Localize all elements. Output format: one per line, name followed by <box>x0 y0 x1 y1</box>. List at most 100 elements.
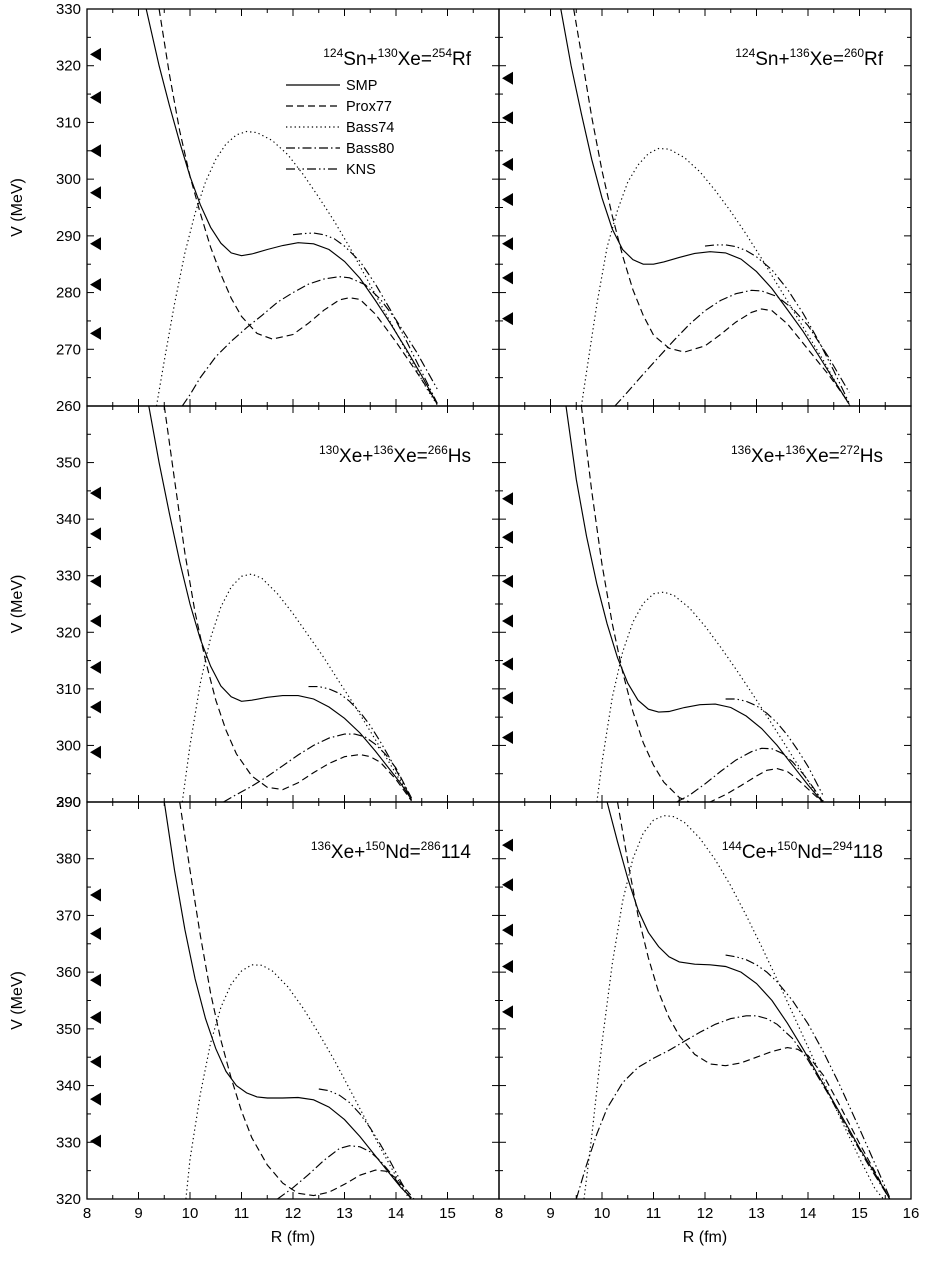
chart-5-x-tick-label: 15 <box>439 1205 456 1222</box>
chart-5-marker-triangle <box>90 888 101 902</box>
chart-5-x-tick-label: 12 <box>285 1205 302 1222</box>
chart-3-marker-triangle <box>90 614 101 628</box>
chart-3-series-dashdot-line <box>223 733 413 802</box>
chart-1-series-kns-line <box>292 232 438 404</box>
chart-4-series-dashdot-line <box>676 747 824 802</box>
chart-5-y-tick-label: 360 <box>56 964 81 981</box>
chart-1-marker-triangle <box>90 90 101 104</box>
chart-1-marker-triangle <box>90 186 101 200</box>
chart-3-marker-triangle <box>90 660 101 674</box>
chart-3-y-axis-title: V (MeV) <box>9 575 26 634</box>
chart-5-marker-triangle <box>90 1011 101 1025</box>
legend-label-prox77: Prox77 <box>346 99 392 115</box>
chart-1-y-tick-label: 260 <box>56 398 81 415</box>
chart-5: 320 330 340 350 360 370 380 390 V (MeV) 8 9 10 11 12 1… <box>9 794 500 1246</box>
chart-1-y-tick-label: 310 <box>56 114 81 131</box>
chart-5-series-solid-line <box>163 802 412 1199</box>
chart-5-y-tick-label: 330 <box>56 1134 81 1151</box>
chart-2-series-dashdotdot-line <box>704 244 850 404</box>
chart-1-y-axis-title: V (MeV) <box>9 178 26 237</box>
chart-2-marker-triangle <box>502 237 513 251</box>
chart-2-series-dashed-line <box>573 9 850 404</box>
chart-2: 124Sn+136Xe=260Rf <box>498 8 912 407</box>
chart-5-x-tick-label: 11 <box>234 1205 250 1222</box>
chart-6-marker-triangle <box>502 1005 513 1019</box>
chart-4: 136Xe+136Xe=272Hs <box>498 405 912 803</box>
chart-4-title: 136Xe+136Xe=272Hs <box>731 443 883 467</box>
chart-6-x-tick-label: 15 <box>851 1205 868 1222</box>
chart-2-marker-triangle <box>502 71 513 85</box>
chart-1-title: 124Sn+130Xe=254Rf <box>323 46 472 70</box>
chart-6-marker-triangle <box>502 923 513 937</box>
chart-4-marker-triangle <box>502 614 513 628</box>
chart-3-series-dotted-line <box>181 573 414 802</box>
chart-2-marker-triangle <box>502 111 513 125</box>
chart-2-series-dotted-line <box>580 147 851 406</box>
chart-4-series-dashed-line <box>580 406 824 802</box>
chart-6-marker-triangle <box>502 838 513 852</box>
chart-6-series-dashdotdot-line <box>725 954 891 1199</box>
chart-3-title: 130Xe+136Xe=266Hs <box>319 443 471 467</box>
chart-3-series-solid-line <box>148 406 412 801</box>
chart-1-marker-triangle <box>90 278 101 292</box>
chart-6-frame <box>498 801 912 1200</box>
chart-1-y-tick-label: 330 <box>56 1 81 18</box>
chart-4-frame <box>498 405 912 803</box>
chart-5-x-tick-label: 14 <box>388 1205 405 1222</box>
chart-2-marker-triangle <box>502 193 513 207</box>
chart-5-marker-triangle <box>90 1134 101 1148</box>
chart-6-x-tick-label: 8 <box>495 1205 503 1222</box>
chart-5-marker-triangle <box>90 1055 101 1069</box>
chart-1-marker-triangle <box>90 326 101 340</box>
chart-5-marker-triangle <box>90 927 101 941</box>
chart-5-x-tick-label: 13 <box>336 1205 353 1222</box>
chart-6-x-tick-label: 12 <box>697 1205 714 1222</box>
chart-6-x-tick-label: 9 <box>546 1205 554 1222</box>
chart-6-series-solid-line <box>606 802 891 1199</box>
chart-3-frame <box>86 405 500 803</box>
chart-2-marker-triangle <box>502 271 513 285</box>
legend-label-bass74: Bass74 <box>346 120 394 136</box>
chart-6-x-tick-label: 16 <box>903 1205 920 1222</box>
chart-3-marker-triangle <box>90 486 101 500</box>
chart-5-series-dashdot-line <box>277 1145 412 1199</box>
chart-6-x-tick-label: 10 <box>594 1205 611 1222</box>
chart-5-title: 136Xe+150Nd=286114 <box>311 839 472 863</box>
chart-5-frame <box>86 801 500 1200</box>
chart-6: 8 9 10 11 12 13 14 15 16 R (fm) 144Ce+150Nd=294118 <box>495 801 920 1246</box>
chart-1-y-tick-label: 320 <box>56 58 81 75</box>
chart-1-series-smp-line <box>145 9 438 405</box>
chart-4-marker-triangle <box>502 691 513 705</box>
chart-5-x-axis-title: R (fm) <box>271 1229 315 1246</box>
chart-1-y-tick-label: 290 <box>56 228 81 245</box>
chart-4-marker-triangle <box>502 731 513 745</box>
chart-5-x-tick-label: 10 <box>182 1205 199 1222</box>
chart-1-marker-triangle <box>90 47 101 61</box>
chart-5-series-dotted-line <box>185 964 410 1199</box>
chart-5-series-dashdotdot-line <box>318 1088 412 1199</box>
chart-3-y-tick-label: 350 <box>56 455 81 472</box>
chart-6-marker-triangle <box>502 878 513 892</box>
chart-1-marker-triangle <box>90 237 101 251</box>
chart-2-series-dashdot-line <box>614 289 850 406</box>
chart-6-x-tick-label: 13 <box>748 1205 765 1222</box>
chart-1-series-bass74-line <box>155 130 439 406</box>
chart-5-y-tick-label: 380 <box>56 851 81 868</box>
chart-3-marker-triangle <box>90 700 101 714</box>
chart-5-y-tick-label: 320 <box>56 1191 81 1208</box>
legend-label-kns: KNS <box>346 162 376 178</box>
chart-6-x-tick-label: 14 <box>800 1205 817 1222</box>
chart-4-series-solid-line <box>565 406 824 802</box>
chart-1-y-tick-label: 300 <box>56 171 81 188</box>
chart-3-y-tick-label: 290 <box>56 794 81 811</box>
chart-1-series-bass80-line <box>181 276 438 406</box>
legend-label-smp: SMP <box>346 78 377 94</box>
chart-3-series-dashed-line <box>163 406 412 802</box>
legend: SMP Prox77 Bass74 Bass80 KNS <box>286 78 394 178</box>
chart-1-series-prox77-line <box>158 9 438 404</box>
chart-2-frame <box>498 8 912 407</box>
chart-3-marker-triangle <box>90 574 101 588</box>
chart-3-y-tick-label: 300 <box>56 737 81 754</box>
chart-6-series-dotted-line <box>583 815 885 1199</box>
